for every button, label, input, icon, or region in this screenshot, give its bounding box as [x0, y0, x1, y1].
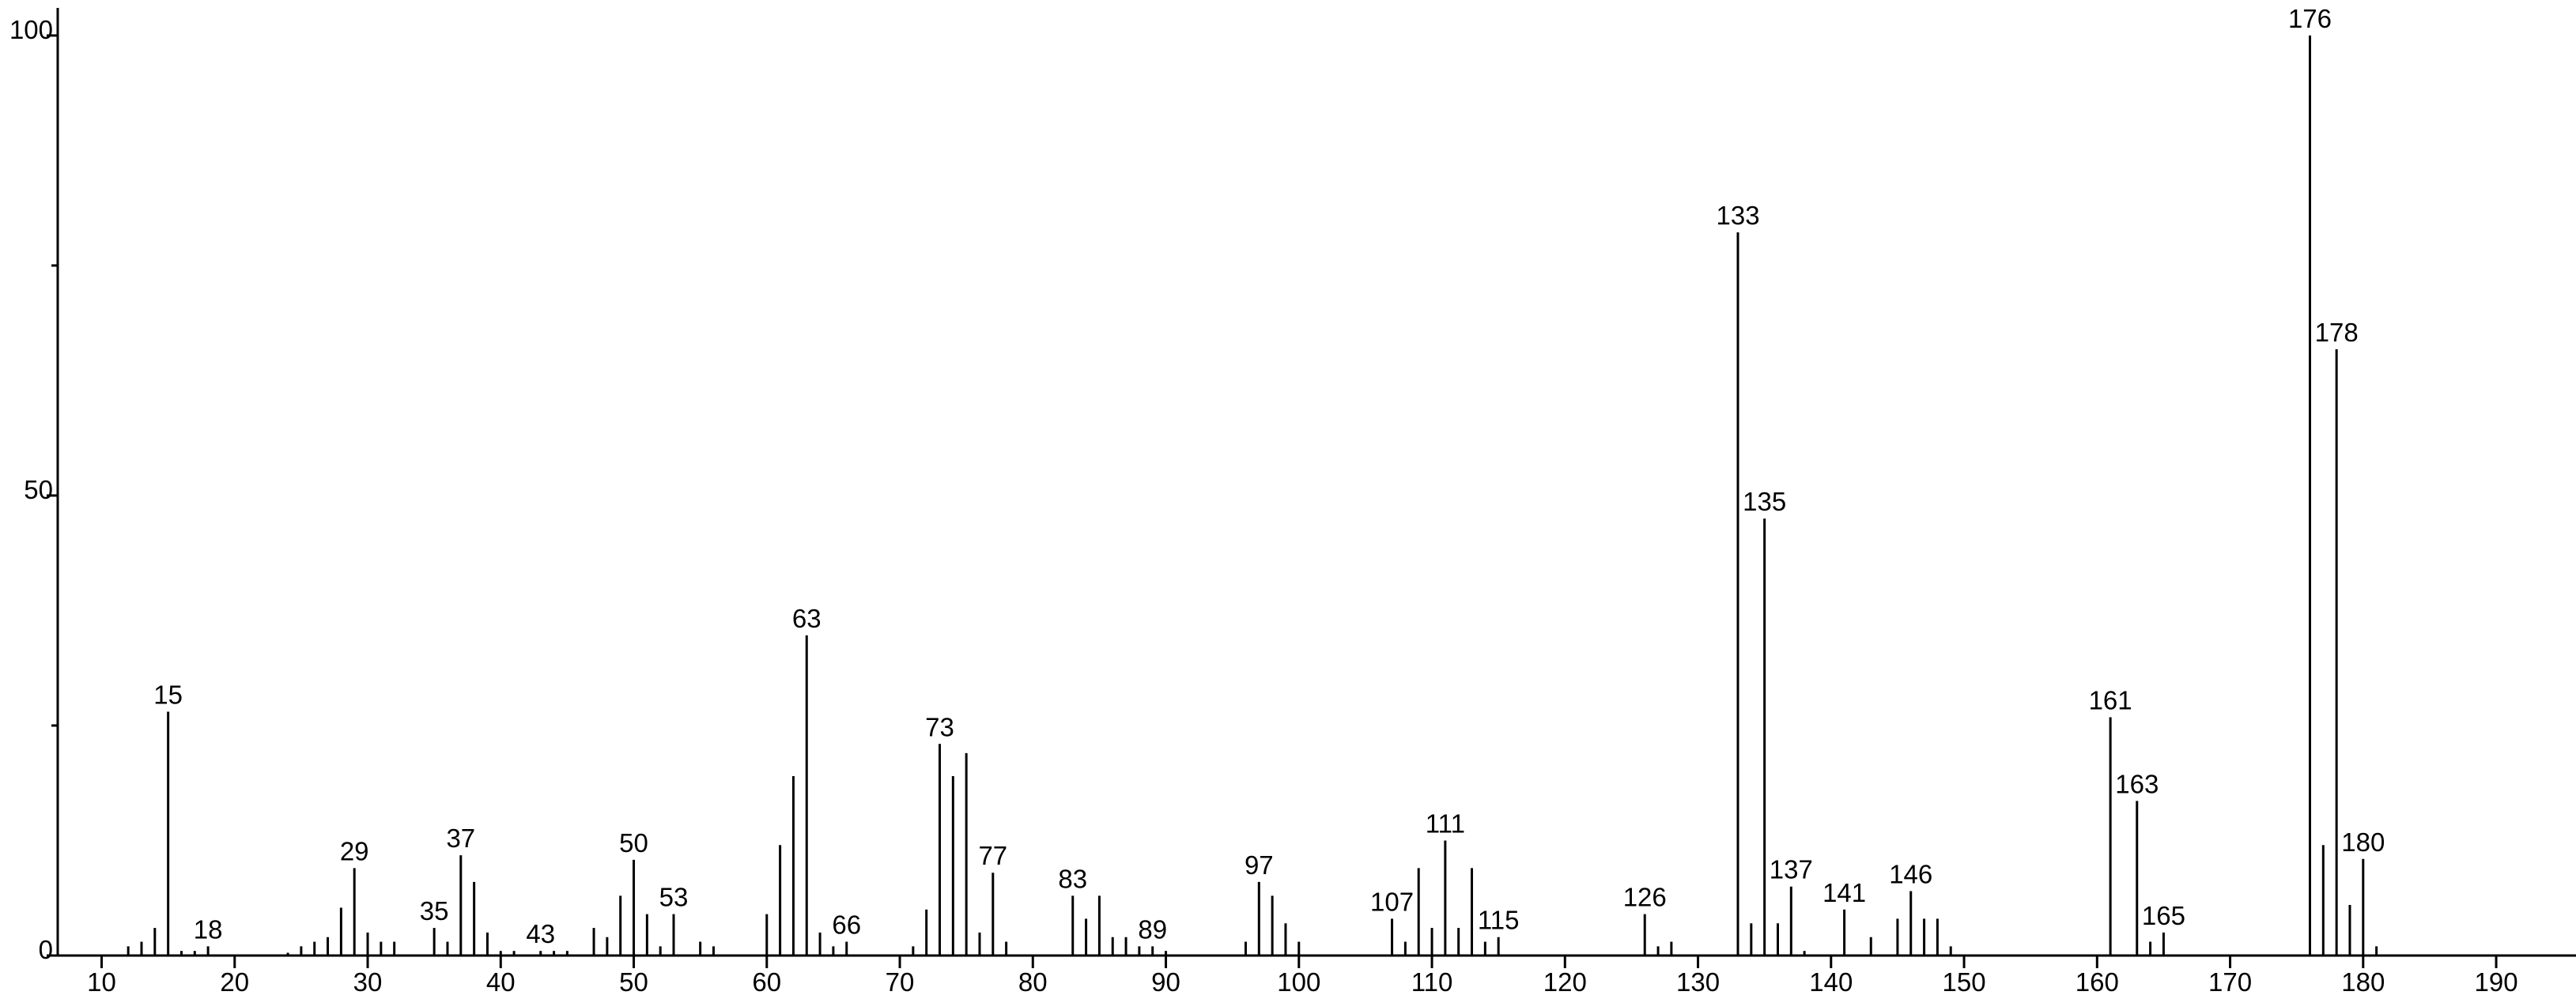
peak-label: 15	[153, 680, 183, 710]
peak-label: 165	[2142, 901, 2185, 930]
x-tick-label: 60	[752, 967, 781, 997]
x-tick-label: 150	[1943, 967, 1986, 997]
peak-label: 133	[1716, 201, 1759, 230]
x-tick-label: 170	[2208, 967, 2252, 997]
peak-label: 176	[2288, 4, 2332, 33]
x-tick-label: 120	[1543, 967, 1587, 997]
x-tick-label: 160	[2076, 967, 2119, 997]
x-tick-label: 190	[2475, 967, 2518, 997]
x-tick-label: 110	[1411, 967, 1453, 997]
x-tick-label: 50	[619, 967, 648, 997]
peak-label: 66	[832, 910, 861, 940]
x-tick-label: 100	[1277, 967, 1320, 997]
peak-label: 137	[1770, 855, 1813, 884]
peak-label: 29	[340, 836, 369, 865]
peak-label: 37	[446, 824, 475, 853]
peak-label: 135	[1743, 487, 1786, 516]
peak-label: 97	[1245, 850, 1274, 880]
x-tick-label: 10	[87, 967, 116, 997]
x-tick-label: 70	[886, 967, 915, 997]
peak-label: 178	[2315, 318, 2359, 347]
y-tick-label: 0	[39, 935, 53, 964]
x-tick-label: 180	[2341, 967, 2385, 997]
peak-label: 180	[2341, 827, 2385, 857]
peak-label: 146	[1889, 860, 1932, 889]
peak-label: 35	[420, 896, 449, 925]
peak-label: 163	[2115, 769, 2159, 798]
x-tick-label: 40	[486, 967, 516, 997]
x-tick-label: 130	[1676, 967, 1720, 997]
peak-label: 73	[925, 712, 954, 741]
x-tick-label: 90	[1151, 967, 1180, 997]
x-tick-label: 140	[1809, 967, 1853, 997]
peak-label: 43	[526, 919, 555, 948]
x-tick-label: 20	[220, 967, 249, 997]
y-tick-label: 100	[9, 15, 53, 44]
peak-label: 141	[1822, 878, 1866, 907]
peak-label: 63	[792, 604, 822, 633]
peak-label: 115	[1478, 906, 1520, 935]
peak-label: 50	[619, 828, 648, 858]
peak-label: 83	[1058, 864, 1087, 893]
peak-label: 111	[1426, 809, 1465, 838]
y-tick-label: 50	[24, 475, 53, 504]
peak-label: 18	[194, 914, 223, 944]
x-tick-label: 80	[1018, 967, 1048, 997]
peak-label: 77	[978, 841, 1007, 870]
x-tick-label: 30	[353, 967, 383, 997]
peak-label: 89	[1138, 914, 1167, 944]
peak-label: 126	[1623, 883, 1667, 912]
peak-label: 107	[1370, 887, 1414, 916]
peak-label: 53	[659, 883, 689, 912]
peak-label: 161	[2089, 686, 2132, 715]
